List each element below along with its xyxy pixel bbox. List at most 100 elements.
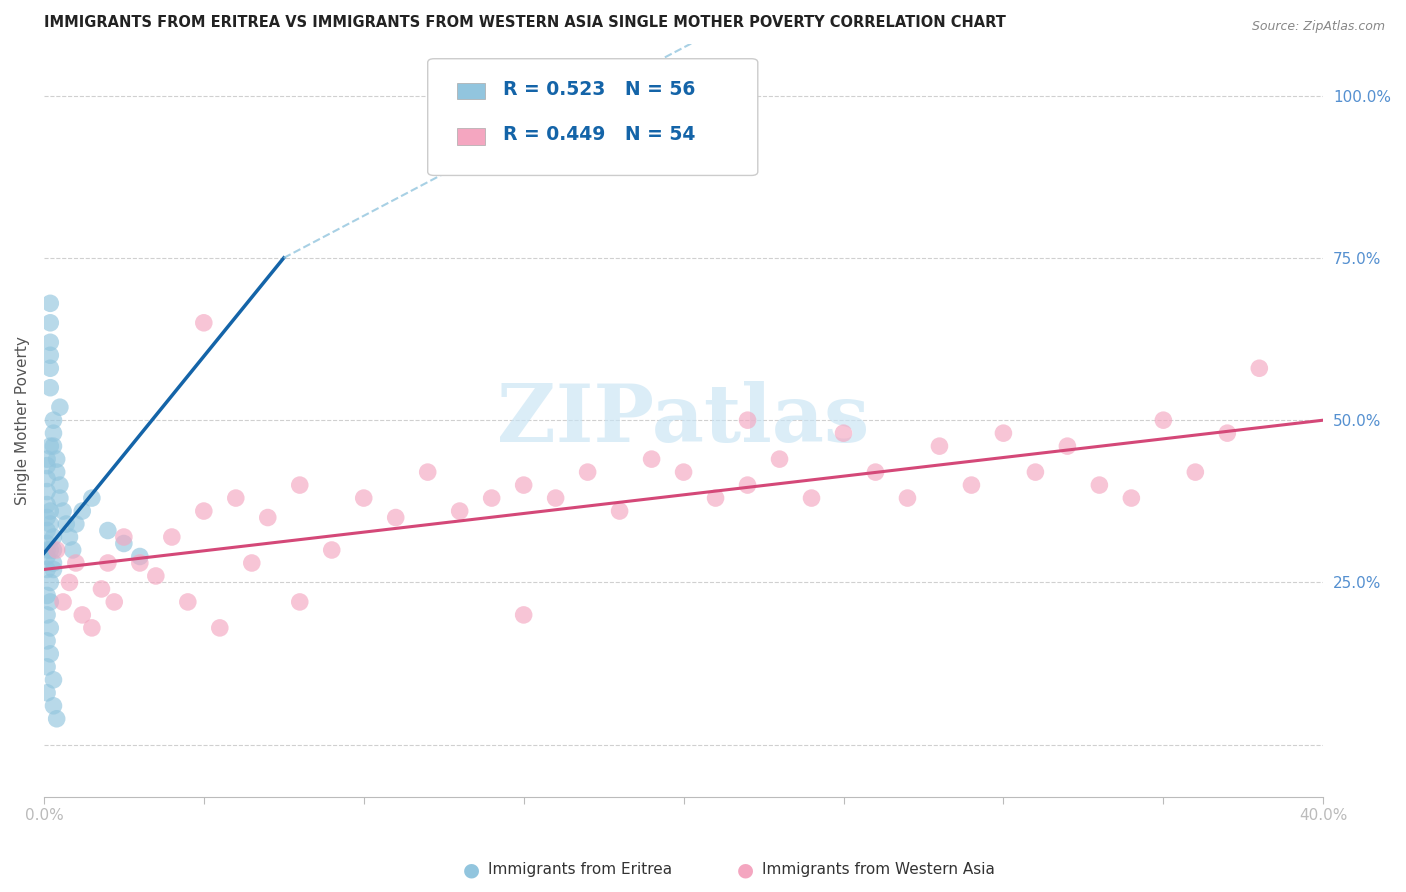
Point — [39, 361, 62, 376]
Point — [35, 536, 58, 550]
Point — [35, 543, 58, 558]
Point — [145, 569, 167, 583]
Text: Immigrants from Western Asia: Immigrants from Western Asia — [762, 863, 995, 877]
Point — [49, 491, 72, 505]
FancyBboxPatch shape — [457, 83, 485, 99]
Point — [1216, 426, 1239, 441]
Point — [97, 524, 120, 538]
Point — [1056, 439, 1078, 453]
Point — [39, 575, 62, 590]
Point — [35, 498, 58, 512]
Point — [39, 516, 62, 531]
Point — [960, 478, 983, 492]
Point — [481, 491, 503, 505]
Point — [39, 381, 62, 395]
Point — [42, 698, 65, 713]
Point — [42, 543, 65, 558]
Y-axis label: Single Mother Poverty: Single Mother Poverty — [15, 335, 30, 505]
FancyBboxPatch shape — [457, 128, 485, 145]
Point — [288, 478, 311, 492]
FancyBboxPatch shape — [427, 59, 758, 176]
Point — [737, 413, 759, 427]
Point — [45, 452, 67, 467]
Point — [42, 556, 65, 570]
Point — [449, 504, 471, 518]
Point — [45, 465, 67, 479]
Point — [39, 316, 62, 330]
Point — [865, 465, 887, 479]
Point — [193, 316, 215, 330]
Point — [384, 510, 406, 524]
Text: IMMIGRANTS FROM ERITREA VS IMMIGRANTS FROM WESTERN ASIA SINGLE MOTHER POVERTY CO: IMMIGRANTS FROM ERITREA VS IMMIGRANTS FR… — [44, 15, 1005, 30]
Point — [39, 595, 62, 609]
Point — [45, 543, 67, 558]
Point — [800, 491, 823, 505]
Point — [42, 439, 65, 453]
Point — [256, 510, 278, 524]
Point — [353, 491, 375, 505]
Point — [177, 595, 200, 609]
Point — [512, 478, 534, 492]
Point — [1249, 361, 1271, 376]
Point — [768, 452, 790, 467]
Point — [80, 491, 103, 505]
Point — [55, 516, 77, 531]
Point — [240, 556, 263, 570]
Point — [52, 595, 75, 609]
Point — [1024, 465, 1046, 479]
Point — [35, 524, 58, 538]
Point — [39, 335, 62, 350]
Text: Immigrants from Eritrea: Immigrants from Eritrea — [488, 863, 672, 877]
Point — [35, 452, 58, 467]
Point — [35, 458, 58, 473]
Point — [39, 348, 62, 362]
Point — [62, 543, 84, 558]
Point — [1184, 465, 1206, 479]
Text: Source: ZipAtlas.com: Source: ZipAtlas.com — [1251, 20, 1385, 33]
Point — [103, 595, 125, 609]
Point — [97, 556, 120, 570]
Point — [65, 556, 87, 570]
Point — [928, 439, 950, 453]
Point — [35, 510, 58, 524]
Point — [72, 504, 94, 518]
Point — [45, 712, 67, 726]
Point — [65, 516, 87, 531]
Point — [39, 621, 62, 635]
Point — [39, 504, 62, 518]
Point — [39, 647, 62, 661]
Point — [42, 426, 65, 441]
Point — [832, 426, 855, 441]
Point — [160, 530, 183, 544]
Point — [993, 426, 1015, 441]
Point — [35, 562, 58, 576]
Text: R = 0.449   N = 54: R = 0.449 N = 54 — [503, 125, 696, 145]
Text: ZIPatlas: ZIPatlas — [498, 381, 870, 459]
Point — [416, 465, 439, 479]
Point — [288, 595, 311, 609]
Point — [128, 549, 150, 564]
Point — [704, 491, 727, 505]
Point — [52, 504, 75, 518]
Point — [208, 621, 231, 635]
Point — [35, 484, 58, 499]
Point — [1121, 491, 1143, 505]
Point — [72, 607, 94, 622]
Point — [576, 465, 599, 479]
Text: R = 0.523   N = 56: R = 0.523 N = 56 — [503, 80, 696, 99]
Point — [35, 472, 58, 486]
Point — [42, 413, 65, 427]
Point — [1152, 413, 1174, 427]
Point — [896, 491, 918, 505]
Point — [42, 530, 65, 544]
Point — [737, 478, 759, 492]
Point — [39, 543, 62, 558]
Point — [58, 575, 80, 590]
Point — [35, 589, 58, 603]
Point — [544, 491, 567, 505]
Point — [609, 108, 631, 122]
Point — [39, 439, 62, 453]
Point — [39, 296, 62, 310]
Point — [128, 556, 150, 570]
Point — [90, 582, 112, 596]
